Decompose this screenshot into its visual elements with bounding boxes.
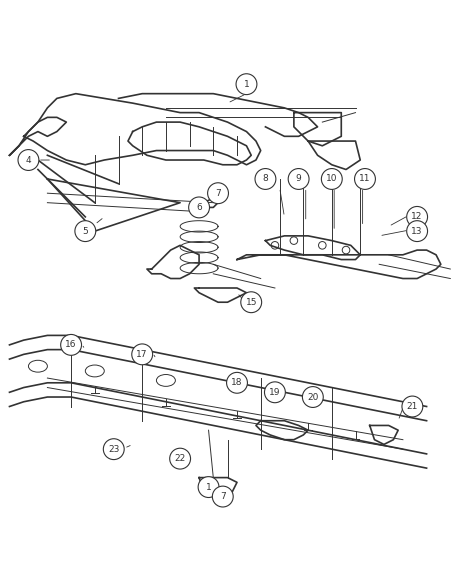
Circle shape [302,386,323,407]
Text: 8: 8 [263,175,268,184]
Circle shape [355,169,375,190]
Text: 18: 18 [231,378,243,387]
Text: 21: 21 [407,402,418,411]
Text: 17: 17 [137,350,148,359]
Circle shape [61,335,82,355]
Circle shape [75,221,96,241]
Circle shape [227,372,247,393]
Text: 7: 7 [220,492,226,501]
Circle shape [407,221,428,241]
Text: 6: 6 [196,203,202,212]
Circle shape [170,448,191,469]
Text: 5: 5 [82,226,88,236]
Text: 1: 1 [206,483,211,491]
Text: 10: 10 [326,175,337,184]
Text: 13: 13 [411,226,423,236]
Text: 7: 7 [215,189,221,198]
Text: 23: 23 [108,445,119,454]
Circle shape [198,477,219,498]
Circle shape [288,169,309,190]
Text: 20: 20 [307,392,319,401]
Text: 15: 15 [246,298,257,306]
Circle shape [208,183,228,204]
Circle shape [264,382,285,403]
Text: 12: 12 [411,213,423,221]
Circle shape [236,74,257,94]
Circle shape [407,206,428,228]
Text: 19: 19 [269,388,281,397]
Text: 16: 16 [65,340,77,350]
Text: 1: 1 [244,79,249,89]
Text: 9: 9 [296,175,301,184]
Text: 22: 22 [174,454,186,463]
Circle shape [189,197,210,218]
Circle shape [132,344,153,365]
Circle shape [402,396,423,417]
Circle shape [255,169,276,190]
Text: 4: 4 [26,156,31,165]
Circle shape [241,292,262,313]
Text: 11: 11 [359,175,371,184]
Circle shape [321,169,342,190]
Circle shape [212,486,233,507]
Circle shape [18,150,39,170]
Circle shape [103,439,124,460]
